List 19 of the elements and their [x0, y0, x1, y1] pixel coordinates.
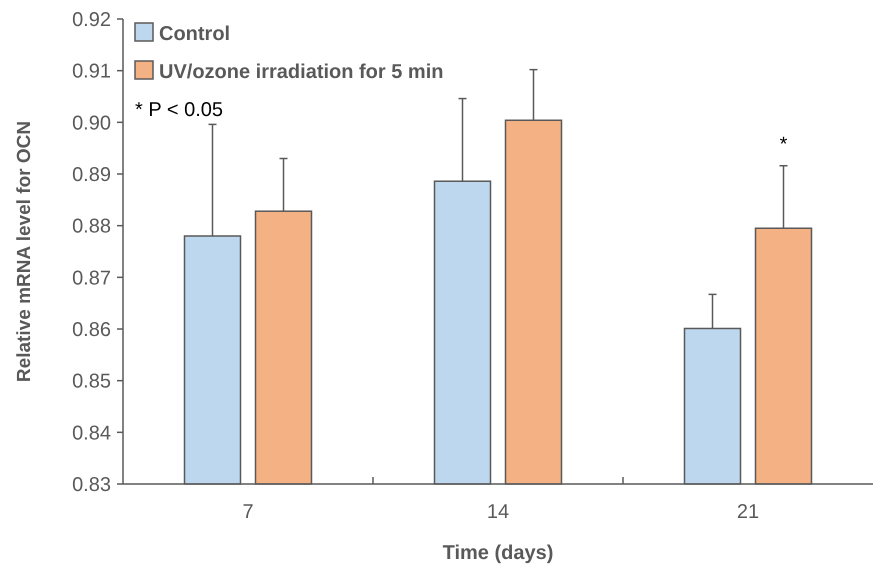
y-tick-label: 0.89 — [72, 164, 111, 186]
x-tick-label: 14 — [486, 501, 510, 523]
annotation: * P < 0.05 — [135, 99, 224, 121]
y-tick-label: 0.87 — [72, 267, 111, 290]
y-tick-label: 0.83 — [72, 474, 111, 496]
x-axis-title: Time (days) — [442, 542, 554, 564]
annotation: * — [780, 134, 788, 156]
y-tick-label: 0.84 — [72, 422, 111, 444]
y-tick-label: 0.90 — [72, 112, 111, 134]
legend-label: Control — [159, 23, 230, 45]
y-tick-label: 0.85 — [72, 370, 111, 393]
x-tick-label: 7 — [242, 501, 254, 523]
x-tick-label: 21 — [736, 501, 760, 523]
y-tick-label: 0.92 — [72, 9, 111, 31]
y-tick-label: 0.91 — [72, 60, 111, 83]
legend-label: UV/ozone irradiation for 5 min — [159, 61, 444, 83]
y-tick-label: 0.88 — [72, 216, 111, 238]
y-axis-title: Relative mRNA level for OCN — [14, 120, 35, 382]
y-tick-label: 0.86 — [72, 319, 111, 341]
